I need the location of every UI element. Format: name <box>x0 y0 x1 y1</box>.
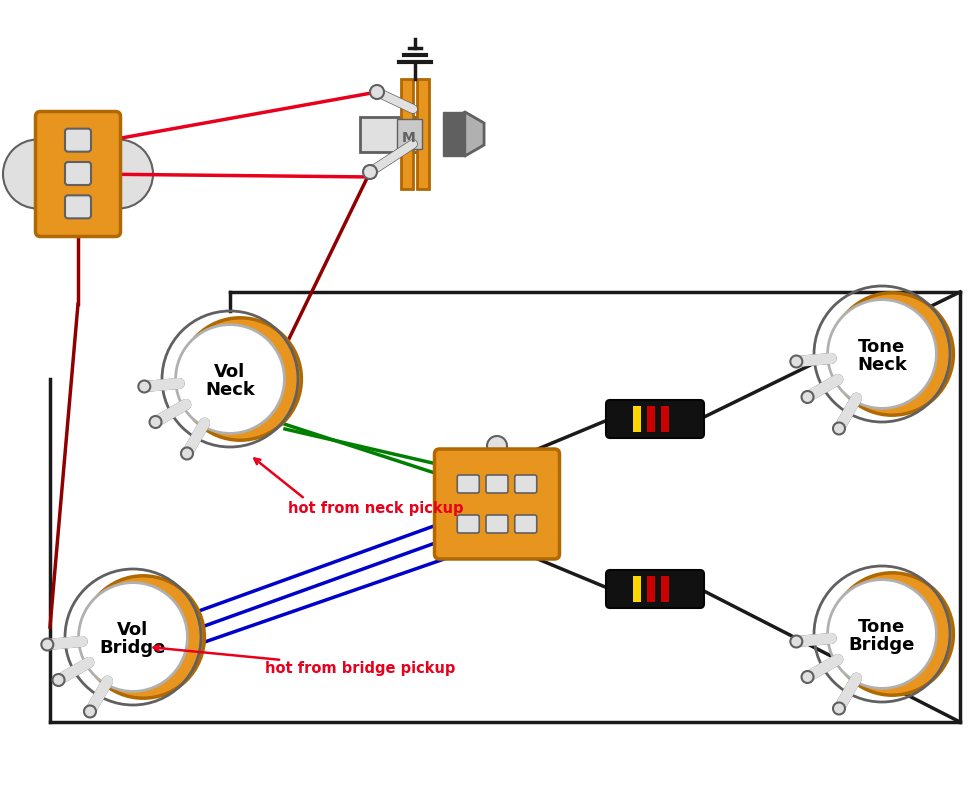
Bar <box>633 406 641 432</box>
Circle shape <box>370 86 384 100</box>
Circle shape <box>790 356 803 368</box>
FancyBboxPatch shape <box>458 475 479 493</box>
Bar <box>633 577 641 603</box>
Circle shape <box>181 448 193 460</box>
FancyBboxPatch shape <box>486 475 508 493</box>
Circle shape <box>827 580 937 689</box>
FancyBboxPatch shape <box>65 163 91 186</box>
Text: Tone: Tone <box>858 617 906 635</box>
Circle shape <box>487 436 507 457</box>
FancyBboxPatch shape <box>514 475 537 493</box>
Text: Bridge: Bridge <box>849 635 915 653</box>
Bar <box>661 406 669 432</box>
Circle shape <box>78 583 187 692</box>
Circle shape <box>82 576 205 698</box>
Circle shape <box>84 140 153 209</box>
Bar <box>417 80 429 190</box>
Circle shape <box>833 702 845 714</box>
Circle shape <box>827 300 937 409</box>
Circle shape <box>790 636 803 648</box>
Circle shape <box>833 423 845 435</box>
Circle shape <box>53 674 65 686</box>
Text: M: M <box>402 131 416 145</box>
Bar <box>401 80 413 190</box>
Text: Neck: Neck <box>205 380 255 398</box>
Text: Vol: Vol <box>118 620 149 638</box>
FancyBboxPatch shape <box>458 515 479 534</box>
Bar <box>443 113 465 157</box>
FancyBboxPatch shape <box>606 401 704 439</box>
Bar <box>647 406 655 432</box>
Circle shape <box>831 294 954 416</box>
Circle shape <box>138 381 150 393</box>
FancyBboxPatch shape <box>65 130 91 152</box>
Circle shape <box>363 165 377 180</box>
Circle shape <box>150 417 162 428</box>
Text: hot from bridge pickup: hot from bridge pickup <box>265 659 456 675</box>
Circle shape <box>179 319 302 440</box>
Text: hot from neck pickup: hot from neck pickup <box>288 500 464 515</box>
Text: Bridge: Bridge <box>100 638 167 656</box>
Circle shape <box>84 706 96 718</box>
Text: Vol: Vol <box>215 363 246 380</box>
Circle shape <box>802 392 813 404</box>
Text: Neck: Neck <box>858 355 906 374</box>
Bar <box>397 120 422 150</box>
FancyBboxPatch shape <box>434 449 560 560</box>
Circle shape <box>175 325 284 434</box>
FancyBboxPatch shape <box>514 515 537 534</box>
Circle shape <box>802 672 813 683</box>
FancyBboxPatch shape <box>486 515 508 534</box>
Bar <box>360 118 425 152</box>
FancyBboxPatch shape <box>35 113 121 237</box>
Text: Tone: Tone <box>858 337 906 355</box>
Circle shape <box>41 639 53 650</box>
Bar <box>661 577 669 603</box>
Circle shape <box>831 573 954 695</box>
Bar <box>647 577 655 603</box>
Polygon shape <box>446 113 484 157</box>
FancyBboxPatch shape <box>606 570 704 608</box>
FancyBboxPatch shape <box>65 196 91 219</box>
Circle shape <box>3 140 72 209</box>
